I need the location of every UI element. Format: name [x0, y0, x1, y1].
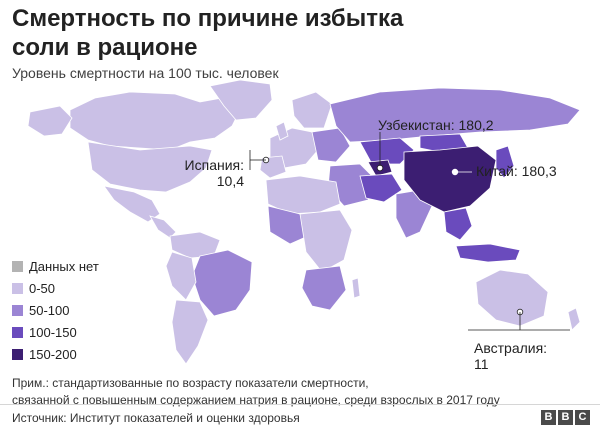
north-america-region: [27, 79, 273, 239]
legend-label: 0-50: [29, 280, 56, 296]
uzbekistan-label: Узбекистан: 180,2: [378, 117, 494, 133]
legend-label: 100-150: [29, 324, 77, 340]
usa-shape: [87, 141, 213, 193]
west-africa-shape: [267, 205, 309, 245]
legend-item: 50-100: [12, 299, 99, 321]
world-map: [27, 79, 581, 365]
australia-label: Австралия:: [474, 340, 548, 356]
legend-label: 150-200: [29, 346, 77, 362]
greenland-shape: [209, 79, 273, 121]
asia-south-region: [327, 163, 433, 239]
central-africa-shape: [299, 209, 353, 273]
chart-subtitle: Уровень смертности на 100 тыс. человек: [12, 65, 279, 81]
spain-label: Испания:: [184, 157, 244, 173]
china-label: Китай: 180,3: [476, 163, 557, 179]
australia-callout: Австралия: 11: [474, 340, 547, 372]
madagascar-shape: [351, 277, 361, 299]
eastern-europe-shape: [311, 127, 351, 163]
legend-swatch: [12, 304, 23, 316]
australia-value: 11: [474, 356, 489, 372]
legend-item: 0-50: [12, 277, 99, 299]
china-callout: Китай: 180,3: [476, 163, 557, 179]
africa-region: [265, 175, 361, 311]
central-america-shape: [149, 215, 177, 239]
footnote-line-2: связанной с повышенным содержанием натри…: [12, 393, 500, 407]
legend-item: 100-150: [12, 321, 99, 343]
spain-callout: Испания: 10,4: [168, 157, 244, 189]
australia-shape: [475, 269, 549, 327]
source-text: Источник: Институт показателей и оценки …: [12, 411, 300, 425]
russia-shape: [329, 87, 581, 143]
new-zealand-shape: [567, 307, 581, 331]
footnote-line-1: Прим.: стандартизованные по возрасту пок…: [12, 376, 369, 390]
legend-swatch: [12, 260, 23, 272]
legend-label: Данных нет: [29, 258, 99, 274]
southern-africa-shape: [301, 265, 347, 311]
south-america-region: [165, 231, 253, 365]
canada-shape: [69, 91, 241, 151]
iran-afghanistan-shape: [359, 173, 403, 203]
north-africa-shape: [265, 175, 341, 215]
bbc-logo-block: B: [541, 410, 556, 425]
footer-divider: [0, 404, 600, 405]
europe-region: [259, 91, 351, 179]
china-shape: [403, 145, 497, 213]
korea-japan-shape: [495, 145, 515, 179]
peru-bolivia-shape: [165, 251, 197, 301]
spain-value: 10,4: [216, 173, 244, 189]
uk-shape: [275, 121, 289, 141]
alaska-shape: [27, 105, 73, 137]
southeast-asia-shape: [443, 207, 473, 241]
east-asia-region: [403, 145, 521, 263]
footnote: Прим.: стандартизованные по возрасту пок…: [12, 375, 592, 409]
oceania-region: [475, 269, 581, 331]
uzbekistan-callout: Узбекистан: 180,2: [378, 117, 494, 133]
legend-item: 150-200: [12, 343, 99, 365]
bbc-logo-block: C: [575, 410, 590, 425]
legend-item: Данных нет: [12, 255, 99, 277]
legend-swatch: [12, 326, 23, 338]
argentina-chile-shape: [171, 299, 209, 365]
legend-swatch: [12, 282, 23, 294]
legend-label: 50-100: [29, 302, 70, 318]
uzbekistan-marker: [376, 164, 384, 172]
indonesia-shape: [455, 243, 521, 263]
chart-title: Смертность по причине избытка соли в рац…: [12, 5, 404, 61]
map-legend: Данных нет 0-50 50-100 100-150 150-200: [12, 255, 99, 365]
bbc-logo-block: B: [558, 410, 573, 425]
legend-swatch: [12, 348, 23, 360]
scandinavia-shape: [291, 91, 333, 129]
